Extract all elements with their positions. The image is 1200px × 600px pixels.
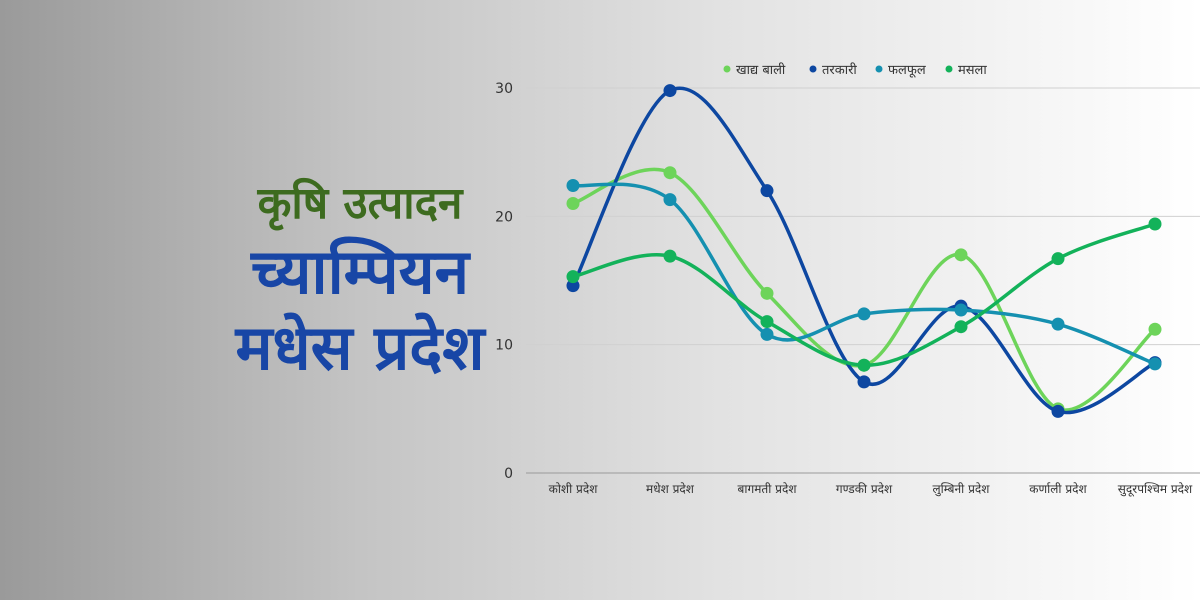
data-point bbox=[857, 375, 871, 389]
series-4 bbox=[566, 217, 1162, 372]
data-point bbox=[663, 84, 677, 98]
data-point bbox=[1051, 252, 1065, 266]
data-point bbox=[663, 193, 677, 207]
legend-label: खाद्य बाली bbox=[736, 62, 786, 78]
chart-y-axis: 0 10 20 30 bbox=[495, 81, 513, 482]
headline-title-line-1: च्याम्पियन bbox=[251, 235, 469, 309]
x-tick-label: लुम्बिनी प्रदेश bbox=[933, 482, 991, 497]
y-tick-label: 30 bbox=[495, 81, 513, 97]
legend-label: मसला bbox=[958, 63, 987, 78]
x-tick-label: गण्डकी प्रदेश bbox=[836, 482, 893, 496]
legend-marker bbox=[723, 65, 731, 73]
x-tick-label: मधेश प्रदेश bbox=[646, 482, 695, 496]
data-point bbox=[1148, 322, 1162, 336]
series-3 bbox=[566, 179, 1162, 371]
chart-series bbox=[566, 84, 1162, 418]
data-point bbox=[566, 179, 580, 193]
data-point bbox=[566, 270, 580, 284]
data-point bbox=[760, 327, 774, 341]
chart-legend: खाद्य बाली तरकारी फलफूल मसला bbox=[723, 62, 987, 78]
headline-subtitle: कृषि उत्पादन bbox=[257, 178, 463, 229]
data-point bbox=[663, 166, 677, 180]
y-tick-label: 20 bbox=[495, 209, 513, 225]
legend-label: फलफूल bbox=[888, 63, 926, 78]
legend-marker bbox=[809, 65, 817, 73]
headline: कृषि उत्पादन च्याम्पियन मधेस प्रदेश bbox=[170, 178, 550, 386]
y-tick-label: 0 bbox=[504, 466, 513, 482]
data-point bbox=[954, 248, 968, 262]
data-point bbox=[1148, 357, 1162, 371]
x-tick-label: सुदूरपश्चिम प्रदेश bbox=[1118, 482, 1193, 497]
y-tick-label: 10 bbox=[495, 338, 513, 354]
data-point bbox=[954, 320, 968, 334]
data-point bbox=[663, 249, 677, 263]
x-tick-label: कर्णाली प्रदेश bbox=[1029, 482, 1087, 496]
data-point bbox=[857, 307, 871, 321]
data-point bbox=[1148, 217, 1162, 231]
headline-title-line-2: मधेस प्रदेश bbox=[235, 311, 485, 385]
series-line bbox=[571, 222, 1157, 367]
x-tick-label: कोशी प्रदेश bbox=[549, 482, 599, 496]
chart-grid bbox=[526, 87, 1200, 474]
data-point bbox=[760, 286, 774, 300]
series-line bbox=[571, 167, 1157, 412]
data-point bbox=[954, 303, 968, 317]
legend-label: तरकारी bbox=[822, 62, 857, 78]
data-point bbox=[566, 279, 580, 293]
series-line bbox=[571, 182, 1157, 366]
legend-marker bbox=[875, 65, 883, 73]
data-point bbox=[1051, 317, 1065, 331]
data-point bbox=[1051, 404, 1065, 418]
data-point bbox=[857, 358, 871, 372]
data-point bbox=[566, 197, 580, 210]
legend-marker bbox=[945, 65, 953, 73]
series-line bbox=[571, 86, 1157, 415]
data-point bbox=[760, 184, 774, 198]
x-tick-label: बागमती प्रदेश bbox=[737, 482, 797, 496]
data-point bbox=[760, 315, 774, 329]
chart-x-axis: कोशी प्रदेश मधेश प्रदेश बागमती प्रदेश गण्डक… bbox=[549, 482, 1193, 497]
